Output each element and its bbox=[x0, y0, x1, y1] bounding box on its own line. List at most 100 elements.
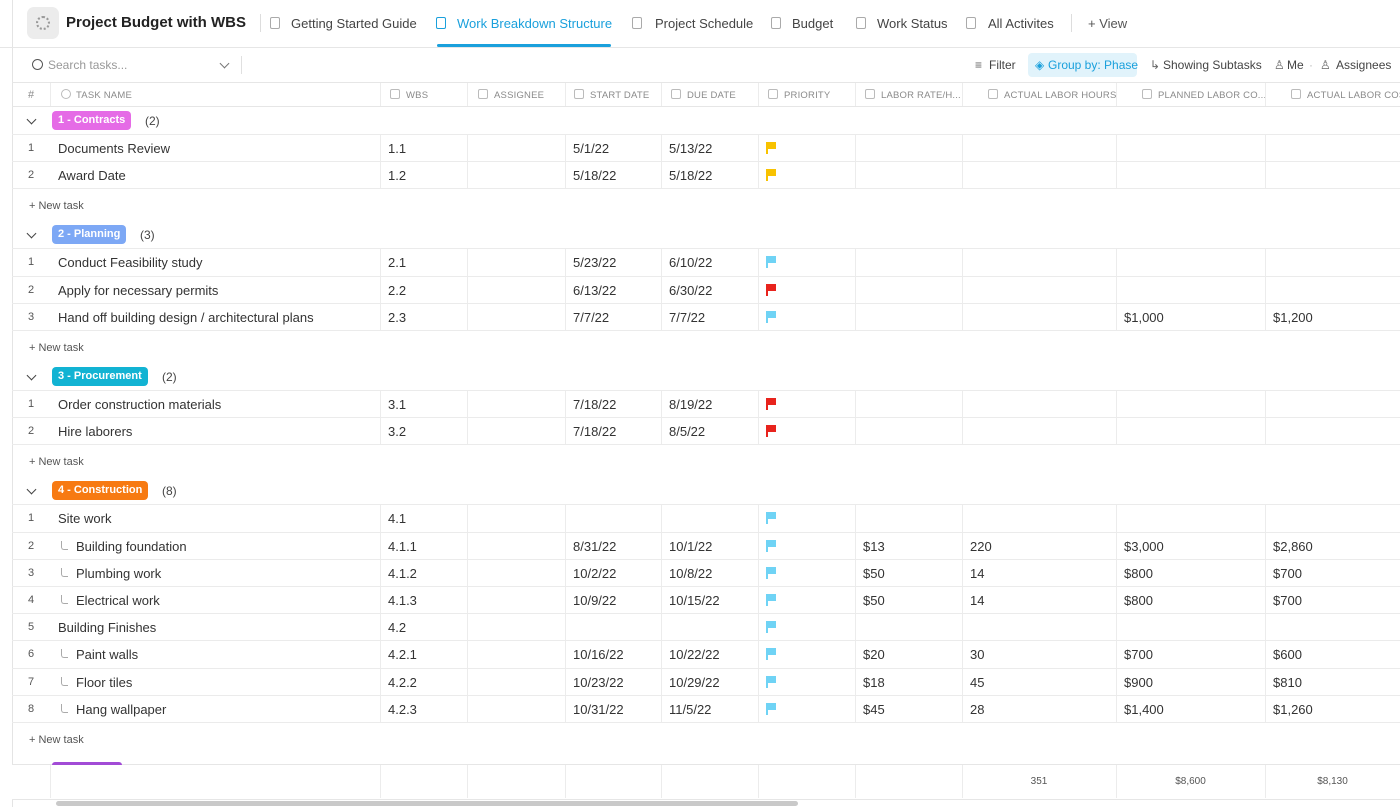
column-border bbox=[962, 162, 963, 190]
task-name[interactable]: Hang wallpaper bbox=[76, 701, 167, 717]
column-border bbox=[758, 276, 759, 304]
cell-hours: 28 bbox=[970, 701, 985, 717]
column-border bbox=[661, 249, 662, 277]
priority-flag[interactable] bbox=[767, 675, 776, 683]
new-task[interactable]: + New task bbox=[29, 734, 84, 746]
task-name[interactable]: Documents Review bbox=[58, 141, 170, 156]
collapse-caret[interactable] bbox=[26, 228, 37, 239]
task-name[interactable]: Award Date bbox=[58, 168, 126, 184]
priority-flag[interactable] bbox=[767, 425, 776, 433]
assignees-button[interactable]: Assignees bbox=[1336, 58, 1392, 72]
column-header[interactable]: TASK NAME bbox=[76, 90, 132, 101]
separator bbox=[260, 14, 261, 32]
column-border bbox=[758, 505, 759, 533]
tab[interactable]: Work Status bbox=[877, 16, 948, 31]
priority-flag[interactable] bbox=[767, 621, 776, 629]
task-name[interactable]: Hire laborers bbox=[58, 424, 133, 440]
group-label[interactable]: 2 - Planning bbox=[52, 225, 127, 245]
task-name[interactable]: Paint walls bbox=[76, 647, 139, 663]
search-input[interactable]: Search tasks... bbox=[48, 58, 128, 72]
column-header[interactable]: ASSIGNEE bbox=[494, 90, 545, 101]
group-label[interactable]: 3 - Procurement bbox=[52, 367, 148, 386]
task-name[interactable]: Site work bbox=[58, 511, 112, 527]
task-name[interactable]: Electrical work bbox=[76, 593, 160, 608]
row-number: 3 bbox=[27, 310, 35, 323]
column-border bbox=[1265, 765, 1266, 798]
column-border bbox=[565, 695, 566, 723]
column-border bbox=[962, 418, 963, 446]
subtasks-button[interactable]: Showing Subtasks bbox=[1163, 58, 1262, 72]
row-border bbox=[12, 532, 1400, 533]
column-border bbox=[855, 532, 856, 560]
task-name[interactable]: Conduct Feasibility study bbox=[58, 255, 203, 271]
column-header[interactable]: PRIORITY bbox=[784, 90, 831, 101]
group-label[interactable]: 1 - Contracts bbox=[52, 111, 132, 130]
collapse-caret[interactable] bbox=[26, 370, 37, 381]
column-border bbox=[467, 559, 468, 587]
priority-flag[interactable] bbox=[767, 283, 776, 291]
task-name[interactable]: Building Finishes bbox=[58, 620, 157, 636]
task-name[interactable]: Order construction materials bbox=[58, 397, 222, 412]
filter-button[interactable]: Filter bbox=[989, 58, 1016, 72]
row-number: 2 bbox=[27, 539, 35, 552]
column-header[interactable]: ACTUAL LABOR COST bbox=[1307, 90, 1400, 101]
task-name[interactable]: Apply for necessary permits bbox=[58, 282, 219, 298]
group-label[interactable]: 4 - Construction bbox=[52, 481, 149, 501]
new-task[interactable]: + New task bbox=[29, 200, 84, 213]
column-border bbox=[962, 695, 963, 723]
priority-flag[interactable] bbox=[767, 398, 776, 405]
column-border bbox=[1265, 162, 1266, 190]
space-icon[interactable] bbox=[27, 7, 59, 39]
subtask-icon bbox=[61, 703, 68, 713]
task-name[interactable]: Floor tiles bbox=[76, 674, 133, 690]
search-caret[interactable] bbox=[219, 58, 230, 69]
column-border bbox=[467, 505, 468, 533]
collapse-caret[interactable] bbox=[26, 114, 37, 125]
column-border bbox=[380, 695, 381, 723]
column-header[interactable]: LABOR RATE/H... bbox=[881, 90, 961, 101]
new-task[interactable]: + New task bbox=[29, 342, 84, 354]
scrollbar[interactable] bbox=[56, 801, 798, 806]
priority-flag[interactable] bbox=[767, 512, 776, 520]
column-icon bbox=[1142, 89, 1152, 99]
column-header[interactable]: # bbox=[28, 89, 35, 101]
row-border bbox=[12, 390, 1400, 391]
column-header[interactable]: START DATE bbox=[590, 90, 650, 101]
priority-flag[interactable] bbox=[767, 566, 776, 574]
priority-flag[interactable] bbox=[767, 702, 776, 710]
tab[interactable]: Budget bbox=[792, 16, 834, 31]
subtask-icon bbox=[61, 649, 68, 659]
column-border bbox=[661, 695, 662, 723]
column-border bbox=[661, 505, 662, 533]
cell-hours: 45 bbox=[970, 674, 985, 690]
task-name[interactable]: Building foundation bbox=[76, 538, 187, 554]
column-border bbox=[855, 587, 856, 615]
priority-flag[interactable] bbox=[767, 648, 776, 656]
me-button[interactable]: Me bbox=[1287, 58, 1304, 72]
column-header[interactable]: ACTUAL LABOR HOURS bbox=[1004, 90, 1117, 101]
priority-flag[interactable] bbox=[767, 594, 776, 601]
priority-flag[interactable] bbox=[767, 310, 776, 318]
column-header[interactable]: PLANNED LABOR CO... bbox=[1158, 90, 1267, 101]
new-task[interactable]: + New task bbox=[29, 456, 84, 469]
task-name[interactable]: Hand off building design / architectural… bbox=[58, 309, 314, 325]
collapse-caret[interactable] bbox=[26, 484, 37, 495]
tab[interactable]: Work Breakdown Structure bbox=[457, 16, 613, 31]
group-by-button[interactable]: Group by: Phase bbox=[1048, 58, 1139, 72]
column-header[interactable]: WBS bbox=[406, 90, 429, 101]
tab[interactable]: Getting Started Guide bbox=[291, 16, 417, 31]
row-number: 1 bbox=[27, 512, 35, 525]
footer-bg bbox=[12, 764, 1400, 800]
priority-flag[interactable] bbox=[767, 169, 776, 177]
group-by-bg[interactable] bbox=[1028, 53, 1137, 77]
priority-flag[interactable] bbox=[767, 256, 776, 264]
tab[interactable]: All Activites bbox=[988, 16, 1054, 31]
column-header[interactable]: DUE DATE bbox=[687, 90, 736, 101]
priority-flag[interactable] bbox=[767, 142, 776, 149]
task-name[interactable]: Plumbing work bbox=[76, 565, 162, 581]
column-border bbox=[661, 135, 662, 163]
add-view[interactable]: + View bbox=[1088, 16, 1128, 31]
tab[interactable]: Project Schedule bbox=[655, 16, 754, 31]
column-border bbox=[758, 641, 759, 669]
priority-flag[interactable] bbox=[767, 539, 776, 547]
